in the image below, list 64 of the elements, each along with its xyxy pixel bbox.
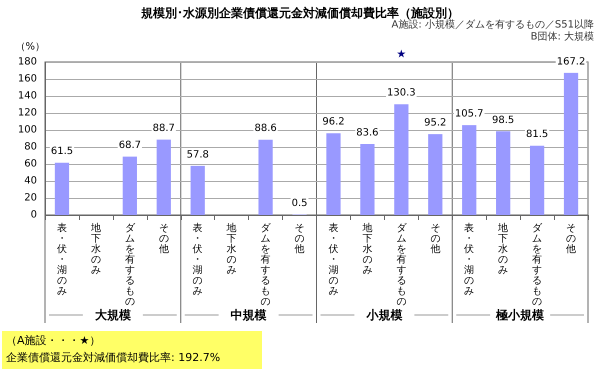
x-tick-label: 地下水のみ: [226, 222, 237, 276]
y-tick-label: 180: [18, 56, 37, 68]
x-tick-label: 表・伏・湖のみ: [464, 222, 474, 297]
data-label: 61.5: [50, 146, 74, 158]
data-label: 81.5: [526, 129, 548, 140]
y-tick-label: 40: [24, 176, 37, 186]
y-tick-label: 140: [18, 90, 37, 102]
y-tick-label: 120: [18, 108, 37, 118]
text: 大規模: [94, 308, 131, 322]
data-label: 95.2: [424, 118, 446, 129]
bar: [190, 166, 205, 215]
x-tick-label: 表・伏・湖のみ: [328, 222, 338, 297]
bar: [394, 104, 408, 215]
x-tick-label: ダムを有するもの: [260, 222, 272, 308]
x-tick-label: ダムを有するもの: [396, 222, 408, 308]
y-tick-label: 80: [24, 142, 37, 152]
data-label: 88.7: [152, 123, 175, 134]
x-tick-label: 地下水のみ: [497, 222, 508, 276]
bar: [564, 72, 578, 215]
x-tick-label: ダムを有するもの: [532, 222, 544, 308]
data-label: 96.2: [322, 116, 345, 128]
x-tick-label: 表・伏・湖のみ: [56, 222, 67, 297]
x-tick-label: 表・伏・湖のみ: [192, 222, 203, 297]
bar: [428, 134, 442, 215]
y-tick-label: 60: [24, 158, 37, 170]
bar: [462, 125, 476, 215]
text: （A施設・・・★）: [6, 334, 100, 347]
data-label: 167.2: [556, 56, 586, 68]
data-label: 83.6: [356, 127, 379, 138]
chart-title: 規模別･水源別企業債償還元金対減価償却費比率（施設別）: [140, 6, 459, 20]
text: A施設: 小規模／ダムを有するもの／S51以降: [392, 18, 594, 30]
text: 中規模: [230, 308, 267, 322]
x-tick-label: 地下水のみ: [90, 222, 101, 276]
x-tick-label: その他: [430, 222, 440, 255]
x-tick-label: その他: [566, 222, 576, 255]
data-label: 57.8: [186, 149, 209, 160]
data-label: 130.3: [387, 88, 416, 99]
y-tick-label: 0: [30, 210, 37, 220]
bar: [122, 156, 137, 215]
data-label: 0.5: [292, 198, 308, 210]
bar: [496, 131, 510, 215]
x-tick-label: 地下水のみ: [361, 222, 372, 276]
data-label: 98.5: [492, 114, 514, 126]
y-tick-label: 160: [18, 74, 37, 84]
y-tick-label: 100: [18, 124, 37, 136]
text: B団体: 大規模: [530, 30, 594, 42]
y-axis-title: （%）: [15, 42, 45, 52]
bar: [530, 146, 544, 215]
bar: [360, 144, 375, 215]
text: 極小規模: [495, 308, 544, 322]
x-tick-label: その他: [294, 222, 305, 255]
bar: [156, 140, 171, 215]
data-label: 88.6: [254, 123, 277, 134]
bar: [326, 133, 341, 215]
x-tick-label: ダムを有するもの: [124, 222, 136, 308]
y-tick-label: 20: [24, 192, 37, 204]
data-label: 68.7: [118, 140, 141, 152]
bar: [258, 140, 273, 215]
bar: [54, 162, 70, 215]
text: 小規模: [365, 308, 402, 322]
x-tick-label: その他: [158, 222, 169, 255]
data-label: 105.7: [454, 108, 484, 120]
text: ★: [396, 48, 406, 60]
text: 企業債償還元金対減価償却費比率: 192.7%: [6, 351, 220, 364]
